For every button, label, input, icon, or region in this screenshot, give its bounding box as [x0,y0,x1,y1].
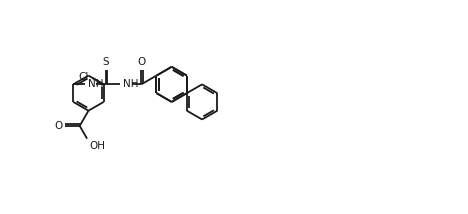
Text: NH: NH [88,79,103,89]
Text: NH: NH [123,79,139,89]
Text: Cl: Cl [79,71,89,82]
Text: S: S [102,57,109,67]
Text: O: O [137,57,145,67]
Text: OH: OH [89,141,105,151]
Text: O: O [54,121,62,131]
